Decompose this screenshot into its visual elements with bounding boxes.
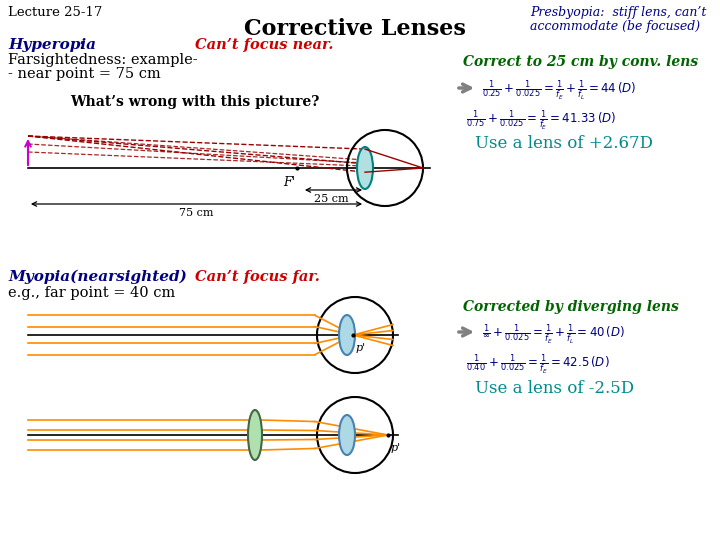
Text: Corrective Lenses: Corrective Lenses: [244, 18, 466, 40]
Text: p': p': [356, 343, 366, 353]
Text: Hyperopia: Hyperopia: [8, 38, 96, 52]
Text: p': p': [391, 443, 401, 453]
Text: Use a lens of +2.67D: Use a lens of +2.67D: [475, 135, 653, 152]
Text: Correct to 25 cm by conv. lens: Correct to 25 cm by conv. lens: [463, 55, 698, 69]
Text: 25 cm: 25 cm: [314, 194, 348, 204]
Text: Use a lens of -2.5D: Use a lens of -2.5D: [475, 380, 634, 397]
Text: Can’t focus near.: Can’t focus near.: [195, 38, 333, 52]
Text: e.g., far point = 40 cm: e.g., far point = 40 cm: [8, 286, 175, 300]
Text: :: :: [78, 38, 84, 52]
Text: Lecture 25-17: Lecture 25-17: [8, 6, 102, 19]
Text: $\frac{1}{0.75}+\frac{1}{0.025}=\frac{1}{f_E}=41.33\,(D)$: $\frac{1}{0.75}+\frac{1}{0.025}=\frac{1}…: [466, 108, 616, 132]
Text: Myopia(nearsighted): Myopia(nearsighted): [8, 270, 187, 285]
Text: Presbyopia:  stiff lens, can’t: Presbyopia: stiff lens, can’t: [530, 6, 706, 19]
Ellipse shape: [248, 410, 262, 460]
Ellipse shape: [357, 147, 373, 189]
Text: $\frac{1}{0.25}+\frac{1}{0.025}=\frac{1}{f_E}+\frac{1}{f_L}=44\,(D)$: $\frac{1}{0.25}+\frac{1}{0.025}=\frac{1}…: [482, 78, 636, 102]
Ellipse shape: [339, 415, 355, 455]
Text: $\frac{1}{0.40}+\frac{1}{0.025}=\frac{1}{f_E}=42.5\,(D)$: $\frac{1}{0.40}+\frac{1}{0.025}=\frac{1}…: [466, 352, 610, 376]
Text: Can’t focus far.: Can’t focus far.: [195, 270, 320, 284]
Text: accommodate (be focused): accommodate (be focused): [530, 20, 700, 33]
Text: Farsightedness: example-: Farsightedness: example-: [8, 53, 197, 67]
Text: Corrected by diverging lens: Corrected by diverging lens: [463, 300, 679, 314]
Ellipse shape: [339, 315, 355, 355]
Text: F': F': [283, 176, 295, 189]
Text: $\frac{1}{\infty}+\frac{1}{0.025}=\frac{1}{f_E}+\frac{1}{f_L}=40\,(D)$: $\frac{1}{\infty}+\frac{1}{0.025}=\frac{…: [482, 322, 625, 346]
Text: What’s wrong with this picture?: What’s wrong with this picture?: [71, 95, 320, 109]
Text: - near point = 75 cm: - near point = 75 cm: [8, 67, 161, 81]
Text: 75 cm: 75 cm: [179, 208, 214, 218]
